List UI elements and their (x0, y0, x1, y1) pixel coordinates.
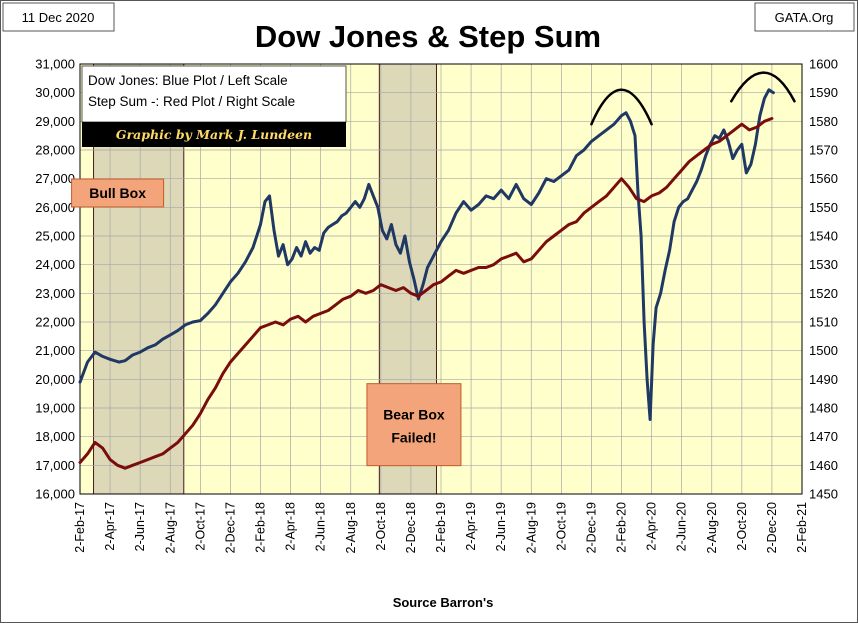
x-tick-label: 2-Apr-20 (645, 502, 659, 551)
right-tick-label: 1540 (809, 229, 838, 244)
x-tick-label: 2-Aug-20 (705, 502, 719, 553)
legend-line-stepsum: Step Sum -: Red Plot / Right Scale (88, 94, 295, 109)
right-tick-label: 1520 (809, 286, 838, 301)
right-tick-label: 1460 (809, 458, 838, 473)
left-tick-label: 24,000 (35, 257, 75, 272)
axis-layer: 16,000 17,000 18,000 19,000 20,000 21,000 22,0… (35, 57, 838, 554)
right-tick-label: 1470 (809, 429, 838, 444)
x-tick-label: 2-Oct-20 (735, 502, 749, 551)
x-tick-label: 2-Apr-17 (103, 502, 117, 551)
site-label: GATA.Org (775, 10, 834, 25)
x-tick-label: 2-Oct-17 (193, 502, 207, 551)
right-tick-label: 1530 (809, 257, 838, 272)
x-tick-label: 2-Dec-19 (584, 502, 598, 553)
x-tick-label: 2-Jun-18 (314, 502, 328, 551)
bear-box-label-bg (366, 383, 462, 467)
right-tick-label: 1510 (809, 315, 838, 330)
credit-box (82, 122, 346, 147)
x-tick-label: 2-Apr-19 (464, 502, 478, 551)
top-arc-2 (730, 71, 796, 103)
bull-box-label-bg (71, 178, 165, 208)
arc-layer (590, 71, 796, 126)
right-tick-label: 1550 (809, 200, 838, 215)
left-tick-label: 20,000 (35, 372, 75, 387)
left-tick-label: 19,000 (35, 401, 75, 416)
x-tick-label: 2-Dec-17 (223, 502, 237, 553)
x-tick-label: 2-Dec-18 (404, 502, 418, 553)
left-tick-label: 18,000 (35, 429, 75, 444)
x-tick-label: 2-Feb-19 (434, 502, 448, 553)
series-layer (78, 88, 775, 470)
right-tick-label: 1580 (809, 114, 838, 129)
left-tick-label: 28,000 (35, 143, 75, 158)
x-tick-label: 2-Oct-18 (374, 502, 388, 551)
step-sum-line (78, 117, 774, 470)
right-tick-label: 1450 (809, 487, 838, 502)
x-tick-label: 2-Feb-21 (795, 502, 809, 553)
x-tick-label: 2-Jun-19 (494, 502, 508, 551)
x-tick-label: 2-Aug-19 (524, 502, 538, 553)
bear-box-label: Bear Box Failed! (383, 407, 445, 446)
legend-box (81, 65, 347, 123)
left-tick-label: 30,000 (35, 85, 75, 100)
left-tick-label: 23,000 (35, 286, 75, 301)
left-tick-label: 22,000 (35, 315, 75, 330)
x-tick-label: 2-Apr-18 (284, 502, 298, 551)
right-tick-label: 1570 (809, 143, 838, 158)
x-tick-label: 2-Jun-20 (675, 502, 689, 551)
left-tick-label: 21,000 (35, 343, 75, 358)
left-tick-label: 17,000 (35, 458, 75, 473)
chart-title: Dow Jones & Step Sum (255, 19, 601, 54)
left-tick-label: 31,000 (35, 57, 75, 72)
right-tick-label: 1560 (809, 171, 838, 186)
left-tick-label: 27,000 (35, 171, 75, 186)
x-tick-label: 2-Dec-20 (765, 502, 779, 553)
source-label: Source Barron's (393, 595, 494, 610)
annotation-layer: Bull Box Bear Box Failed! (71, 178, 462, 467)
left-tick-label: 16,000 (35, 487, 75, 502)
credit-text: Graphic by Mark J. Lundeen (116, 127, 312, 142)
right-tick-label: 1500 (809, 343, 838, 358)
left-tick-label: 29,000 (35, 114, 75, 129)
right-tick-label: 1480 (809, 401, 838, 416)
left-tick-label: 25,000 (35, 229, 75, 244)
right-tick-label: 1490 (809, 372, 838, 387)
right-tick-label: 1600 (809, 57, 838, 72)
legend: Dow Jones: Blue Plot / Left Scale Step S… (81, 65, 347, 147)
x-tick-label: 2-Feb-18 (254, 502, 268, 553)
date-label: 11 Dec 2020 (22, 10, 95, 25)
dow-jones-line (78, 88, 775, 421)
x-tick-label: 2-Aug-18 (344, 502, 358, 553)
top-arc-1 (590, 88, 653, 126)
site-box (754, 2, 855, 32)
x-tick-label: 2-Feb-20 (615, 502, 629, 553)
bull-box-label: Bull Box (89, 185, 146, 201)
x-tick-label: 2-Feb-17 (73, 502, 87, 553)
x-tick-label: 2-Oct-19 (554, 502, 568, 551)
legend-line-dow: Dow Jones: Blue Plot / Left Scale (88, 73, 288, 88)
plot-border (79, 63, 803, 495)
date-box (2, 2, 115, 32)
x-tick-label: 2-Jun-17 (133, 502, 147, 551)
left-tick-label: 26,000 (35, 200, 75, 215)
x-tick-label: 2-Aug-17 (163, 502, 177, 553)
right-tick-label: 1590 (809, 85, 838, 100)
